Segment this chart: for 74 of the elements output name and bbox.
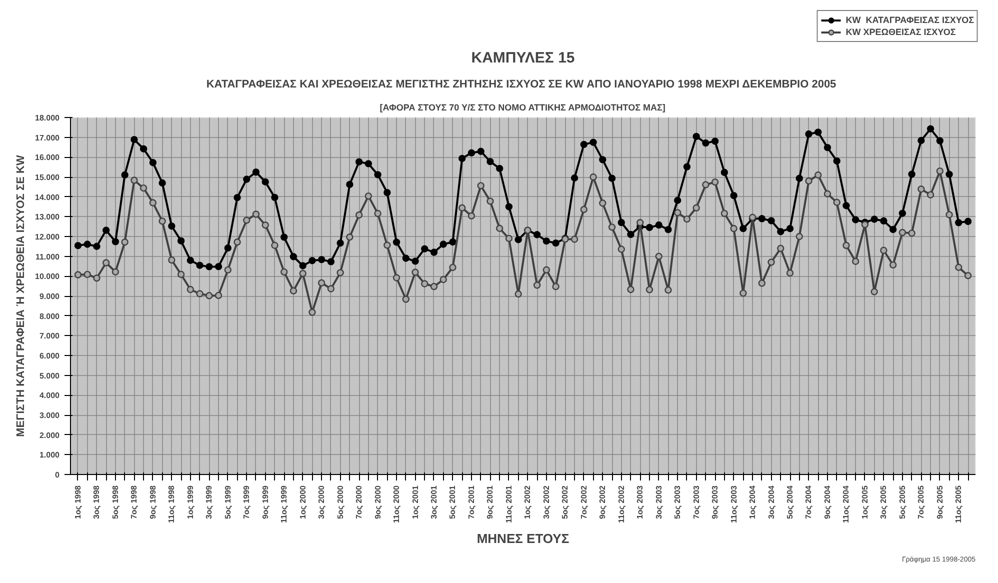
x-tick-label: 11ος 1999	[280, 484, 289, 524]
chart-title: ΚΑΜΠΥΛΕΣ 15	[471, 50, 575, 66]
x-tick-label: 11ος 2001	[504, 484, 514, 524]
x-tick-label: 3ος 1998	[92, 484, 102, 520]
x-tick-label: 5ος 2000	[336, 484, 345, 520]
x-tick-label: 7ος 2002	[579, 484, 588, 520]
y-tick-label: 13.000	[35, 212, 60, 222]
x-tick-label: 3ος 2004	[766, 484, 776, 520]
x-tick-label: 1ος 2003	[636, 484, 645, 520]
x-tick-label: 9ος 1999	[260, 484, 270, 520]
x-tick-label: 5ος 1998	[110, 484, 120, 520]
x-tick-label: 9ος 2004	[822, 484, 832, 520]
x-tick-label: 7ος 1999	[242, 484, 252, 520]
x-tick-label: 5ος 2004	[786, 484, 795, 520]
x-tick-label: 9ος 2005	[935, 484, 944, 520]
y-tick-label: 15.000	[35, 173, 60, 182]
x-tick-label: 7ος 2003	[692, 484, 701, 520]
y-tick-label: 10.000	[35, 272, 60, 282]
x-tick-label: 11ος 2002	[616, 484, 626, 524]
text: [ΑΦΟΡΑ ΣΤΟΥΣ 70 Υ/Σ ΣΤΟ ΝΟΜΟ ΑΤΤΙΚΗΣ ΑΡΜΟΔΙΟΤΗΤΟΣ ΜΑΣ]	[380, 102, 666, 112]
x-tick-label: 7ος 2001	[466, 484, 476, 520]
legend-label: KW ΚΑΤΑΓΡΑΦΕΙΣΑΣ ΙΣΧΥΟΣ	[846, 14, 974, 26]
x-tick-label: 3ος 2005	[879, 484, 888, 520]
y-tick-label: 16.000	[35, 153, 60, 162]
x-tick-label: 9ος 2000	[373, 484, 382, 520]
x-tick-label: 1ος 2005	[860, 484, 870, 520]
y-tick-label: 5.000	[39, 371, 60, 380]
y-tick-label: 14.000	[35, 192, 60, 202]
x-tick-label: 1ος 2002	[523, 484, 532, 520]
y-tick-label: 7.000	[39, 332, 60, 341]
x-tick-label: 1ος 1998	[73, 484, 82, 520]
x-tick-label: 11ος 2004	[842, 484, 851, 524]
y-tick-label: 17.000	[35, 133, 60, 142]
x-tick-label: 1ος 2000	[298, 484, 308, 520]
x-tick-label: 3ος 2001	[430, 484, 438, 520]
y-tick-label: 12.000	[35, 232, 60, 242]
x-tick-label: 3ος 1999	[204, 484, 214, 520]
y-axis-title: ΜΕΓΙΣΤΗ ΚΑΤΑΓΡΑΦΕΙΑ Ή ΧΡΕΩΘΕΙΑ ΙΣΧΥΟΣ ΣΕ KW	[15, 154, 28, 437]
y-tick-label: 3.000	[39, 411, 60, 420]
x-tick-label: 7ος 2005	[916, 484, 926, 520]
y-tick-label: 8.000	[39, 312, 60, 321]
x-tick-label: 5ος 2003	[673, 484, 682, 520]
x-tick-label: 5ος 2005	[898, 484, 907, 520]
x-tick-label: 1ος 1999	[186, 484, 195, 520]
x-tick-label: 11ος 1998	[167, 484, 176, 524]
x-tick-label: 11ος 2003	[729, 484, 738, 524]
legend-label: KW ΧΡΕΩΘΕΙΣΑΣ ΙΣΧΥΟΣ	[846, 26, 956, 38]
chart-subtitle: ΚΑΤΑΓΡΑΦΕΙΣΑΣ ΚΑΙ ΧΡΕΩΘΕΙΣΑΣ ΜΕΓΙΣΤΗΣ ΖΗΤΗΣΗΣ ΙΣΧΥΟΣ ΣΕ KW ΑΠΟ ΙΑΝΟΥΑΡΙΟ 1998 ΜΕΧΡΙ ΔΕΚΕΜΒΡΙΟ 2005	[206, 78, 836, 90]
x-tick-label: 9ος 2001	[486, 484, 495, 520]
y-tick-label: 1.000	[39, 450, 60, 460]
x-tick-label: 9ος 1998	[148, 484, 158, 520]
y-tick-label: 2.000	[39, 430, 60, 440]
x-tick-label: 5ος 2002	[560, 484, 570, 520]
y-tick-label: 11.000	[35, 252, 60, 262]
x-tick-label: 5ος 1999	[223, 484, 232, 520]
x-tick-label: 7ος 1998	[130, 484, 139, 520]
x-tick-label: 1ος 2004	[748, 484, 758, 520]
x-tick-label: 1ος 2001	[410, 484, 420, 520]
x-tick-label: 11ος 2005	[954, 484, 964, 524]
x-tick-label: 3ος 2003	[654, 484, 664, 520]
x-tick-label: 5ος 2001	[448, 484, 458, 520]
x-tick-label: 3ος 2000	[317, 484, 326, 520]
y-tick-label: 18.000	[35, 114, 60, 122]
y-tick-label: 9.000	[39, 292, 60, 301]
y-tick-label: 6.000	[39, 352, 60, 360]
x-tick-label: 7ος 2004	[804, 484, 814, 520]
x-tick-label: 9ος 2003	[710, 484, 720, 520]
y-tick-label: 4.000	[39, 391, 60, 400]
x-tick-label: 3ος 2002	[542, 484, 551, 520]
x-axis-title: ΜΗΝΕΣ ΕΤΟΥΣ	[476, 531, 570, 546]
y-tick-label: 0	[55, 470, 60, 480]
x-tick-label: 7ος 2000	[354, 484, 364, 520]
x-tick-label: 9ος 2002	[598, 484, 608, 520]
x-tick-label: 11ος 2000	[392, 484, 402, 524]
